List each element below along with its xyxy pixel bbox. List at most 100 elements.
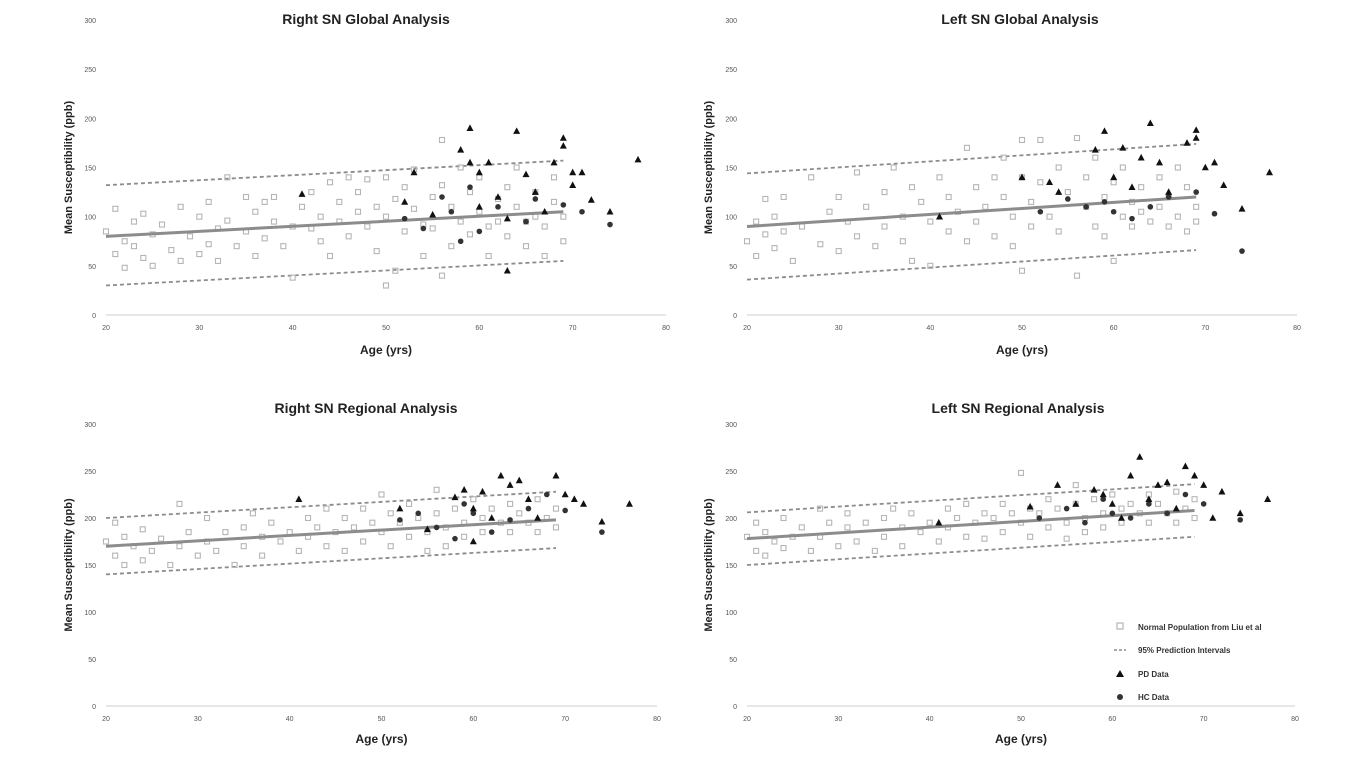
hc-data-point [1110,208,1117,215]
y-tick-label: 200 [84,116,96,123]
regression-line [105,210,564,238]
normal-population-point [382,174,390,181]
normal-population-point [780,228,787,235]
pd-data-point [503,266,511,274]
normal-population-point [1028,223,1035,230]
normal-population-point [1110,257,1117,264]
normal-population-point [112,552,119,559]
pd-data-point [1128,183,1136,190]
normal-population-point [991,233,998,240]
normal-population-point [1147,218,1154,225]
hc-data-point [448,208,455,215]
normal-population-point [405,500,413,507]
normal-population-point [185,529,192,536]
normal-population-point [516,510,523,517]
normal-population-point [148,547,155,554]
normal-population-point [121,264,128,271]
hc-data-point [560,202,567,208]
normal-population-point [429,225,436,232]
normal-population-point [387,543,394,550]
pd-data-point [1119,144,1127,151]
hc-data-point [1237,517,1243,523]
pd-data-point [457,146,465,153]
x-tick-label: 20 [102,716,110,723]
normal-population-point [954,514,961,522]
normal-population-point [973,184,980,191]
chart-panel-3: Right SN Regional Analysis Mean Susceptib… [63,400,661,746]
y-axis-label: Mean Susceptibility (ppb) [703,498,715,632]
chart-title: Left SN Global Analysis [941,11,1099,27]
normal-population-point [354,208,362,215]
y-tick-label: 300 [84,18,96,25]
pd-data-point [606,207,614,215]
y-tick-label: 50 [88,264,96,271]
prediction-interval-upper [105,490,557,519]
normal-population-point [963,500,970,507]
pd-data-point [634,155,642,163]
normal-population-point [1138,184,1145,191]
y-tick-label: 200 [725,516,737,523]
x-tick-label: 30 [835,325,843,332]
normal-population-point [1127,500,1134,507]
normal-population-point [908,510,915,517]
pd-data-point [1145,495,1153,502]
normal-population-point [323,543,330,550]
pd-data-point [1090,486,1098,493]
prediction-interval-upper [746,483,1195,514]
pd-data-point [1072,500,1080,507]
pd-data-point [1156,158,1163,166]
pd-data-point [1154,481,1162,488]
normal-population-point [140,254,147,262]
normal-population-point [249,510,256,517]
normal-population-point [1072,482,1079,489]
normal-population-point [308,189,315,196]
normal-population-point [817,505,824,512]
pd-data-point [1163,478,1171,486]
normal-population-point [507,500,514,507]
x-tick-label: 20 [102,325,110,332]
y-tick-label: 250 [725,67,737,74]
normal-population-point [999,529,1006,536]
x-tick-label: 40 [286,716,294,723]
normal-population-point [1191,496,1198,503]
normal-population-point [1045,496,1052,503]
normal-population-point [935,538,942,545]
normal-population-point [780,514,787,522]
regression-line [746,195,1197,228]
normal-population-point [762,195,769,203]
normal-population-point [826,208,833,215]
y-tick-label: 50 [729,264,737,271]
normal-population-point [808,174,815,181]
pd-data-point [1110,173,1118,181]
normal-population-point [158,221,166,228]
pd-data-point [625,500,633,507]
normal-population-point [1092,154,1099,161]
pd-data-point [598,517,606,525]
pd-data-point [534,514,542,521]
pd-data-point [1181,462,1189,470]
normal-population-point [424,547,431,554]
normal-population-point [222,529,229,536]
normal-population-point [880,533,888,540]
normal-population-point [918,198,925,205]
normal-population-point [461,533,468,540]
normal-population-point [205,241,212,248]
hc-data-point [452,535,458,542]
normal-population-point [853,233,861,240]
hc-data-point [457,238,464,245]
hc-data-point [1036,515,1043,521]
hc-data-point [579,208,585,215]
normal-population-point [433,486,440,493]
normal-population-point [999,500,1006,507]
x-tick-label: 80 [1293,325,1301,332]
normal-population-point [963,238,971,245]
normal-population-point [1000,154,1007,161]
normal-population-point [341,514,348,522]
normal-population-point [433,510,440,517]
normal-population-point [139,526,146,533]
normal-population-point [323,505,330,512]
x-tick-label: 50 [1017,716,1025,723]
normal-population-point [560,213,567,220]
normal-population-point [485,252,492,260]
normal-population-point [102,228,110,235]
